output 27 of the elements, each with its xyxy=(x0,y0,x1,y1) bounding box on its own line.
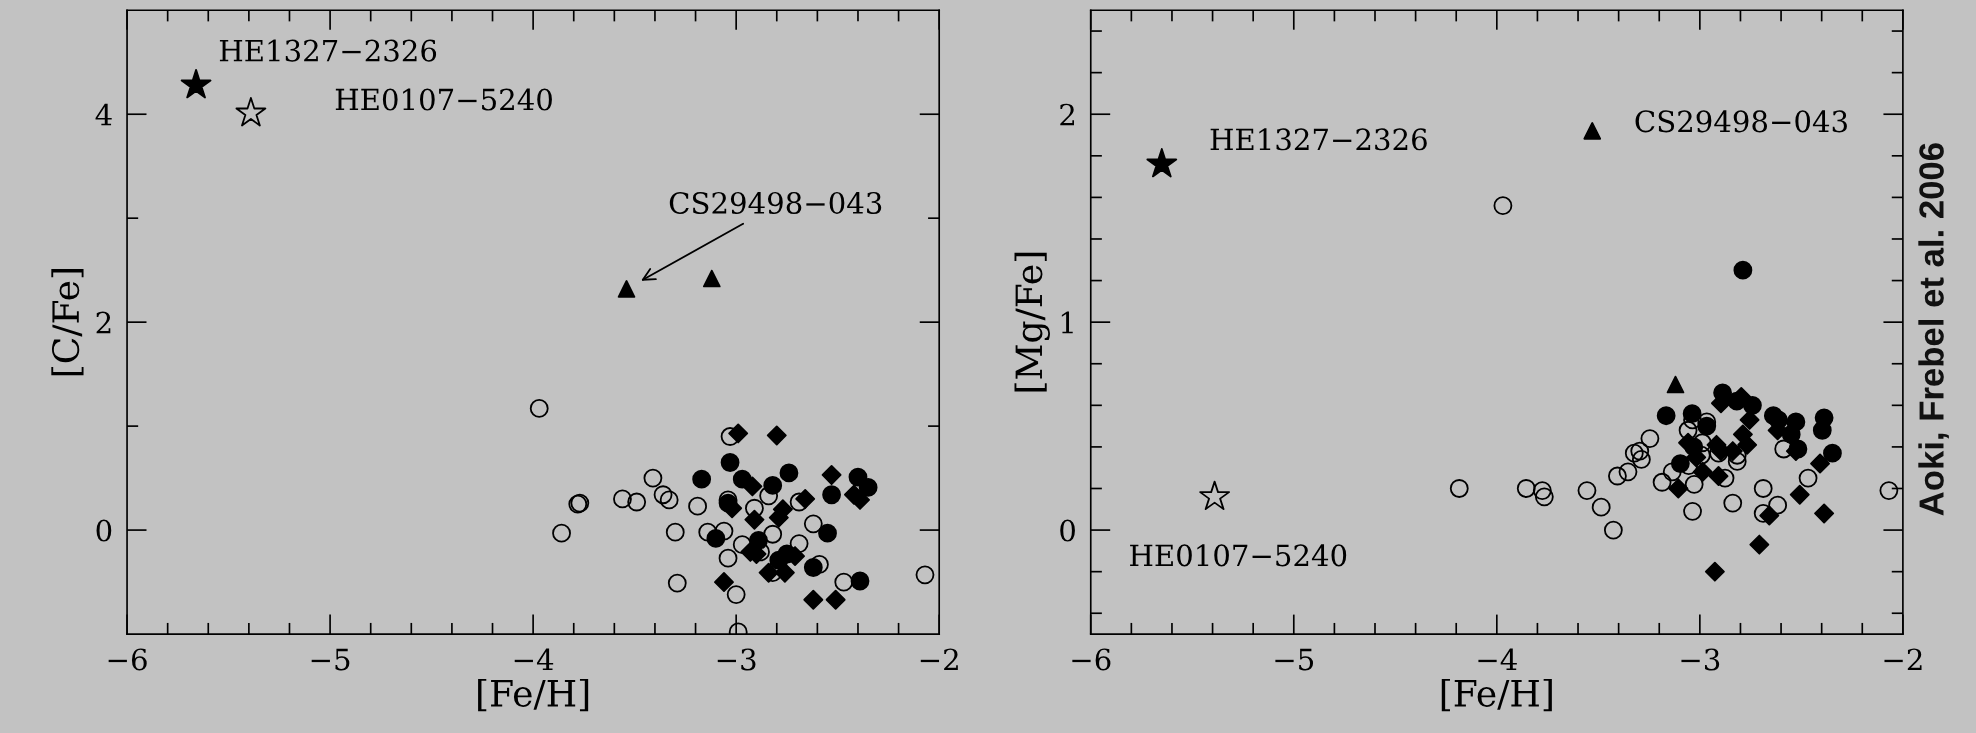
annotation: CS29498−043 xyxy=(669,191,882,215)
x-axis-title: [Fe/H] xyxy=(1441,678,1552,712)
y-tick-label: 1 xyxy=(1061,311,1073,334)
x-tick-label: −4 xyxy=(514,648,554,671)
x-tick-label: −6 xyxy=(108,648,147,671)
x-tick-label: −3 xyxy=(717,648,756,671)
y-tick-label: 2 xyxy=(96,311,111,334)
y-tick-label: 0 xyxy=(96,519,112,542)
y-tick-label: 4 xyxy=(95,103,112,126)
y-tick-label: 2 xyxy=(1060,103,1074,126)
text: Aoki, Frebel et al. 2006 xyxy=(1918,143,1949,516)
annotation: HE1327−2326 xyxy=(219,39,437,62)
x-axis-title: [Fe/H] xyxy=(478,678,589,712)
y-tick-label: 0 xyxy=(1060,519,1075,542)
annotation: HE0107−5240 xyxy=(1130,544,1347,567)
y-axis-title: [Mg/Fe] xyxy=(1014,252,1050,392)
x-tick-label: −2 xyxy=(1884,648,1922,671)
x-tick-label: −3 xyxy=(1681,648,1720,671)
x-tick-label: −2 xyxy=(920,648,958,671)
annotation: HE1327−2326 xyxy=(1210,128,1427,151)
x-tick-label: −5 xyxy=(311,648,350,671)
annotation: CS29498−043 xyxy=(1635,110,1847,133)
annotation: HE0107−5240 xyxy=(335,88,552,111)
x-tick-label: −4 xyxy=(1478,648,1517,671)
x-tick-label: −6 xyxy=(1072,648,1111,671)
y-axis-title: [C/Fe] xyxy=(51,269,84,376)
x-tick-label: −5 xyxy=(1275,648,1314,671)
